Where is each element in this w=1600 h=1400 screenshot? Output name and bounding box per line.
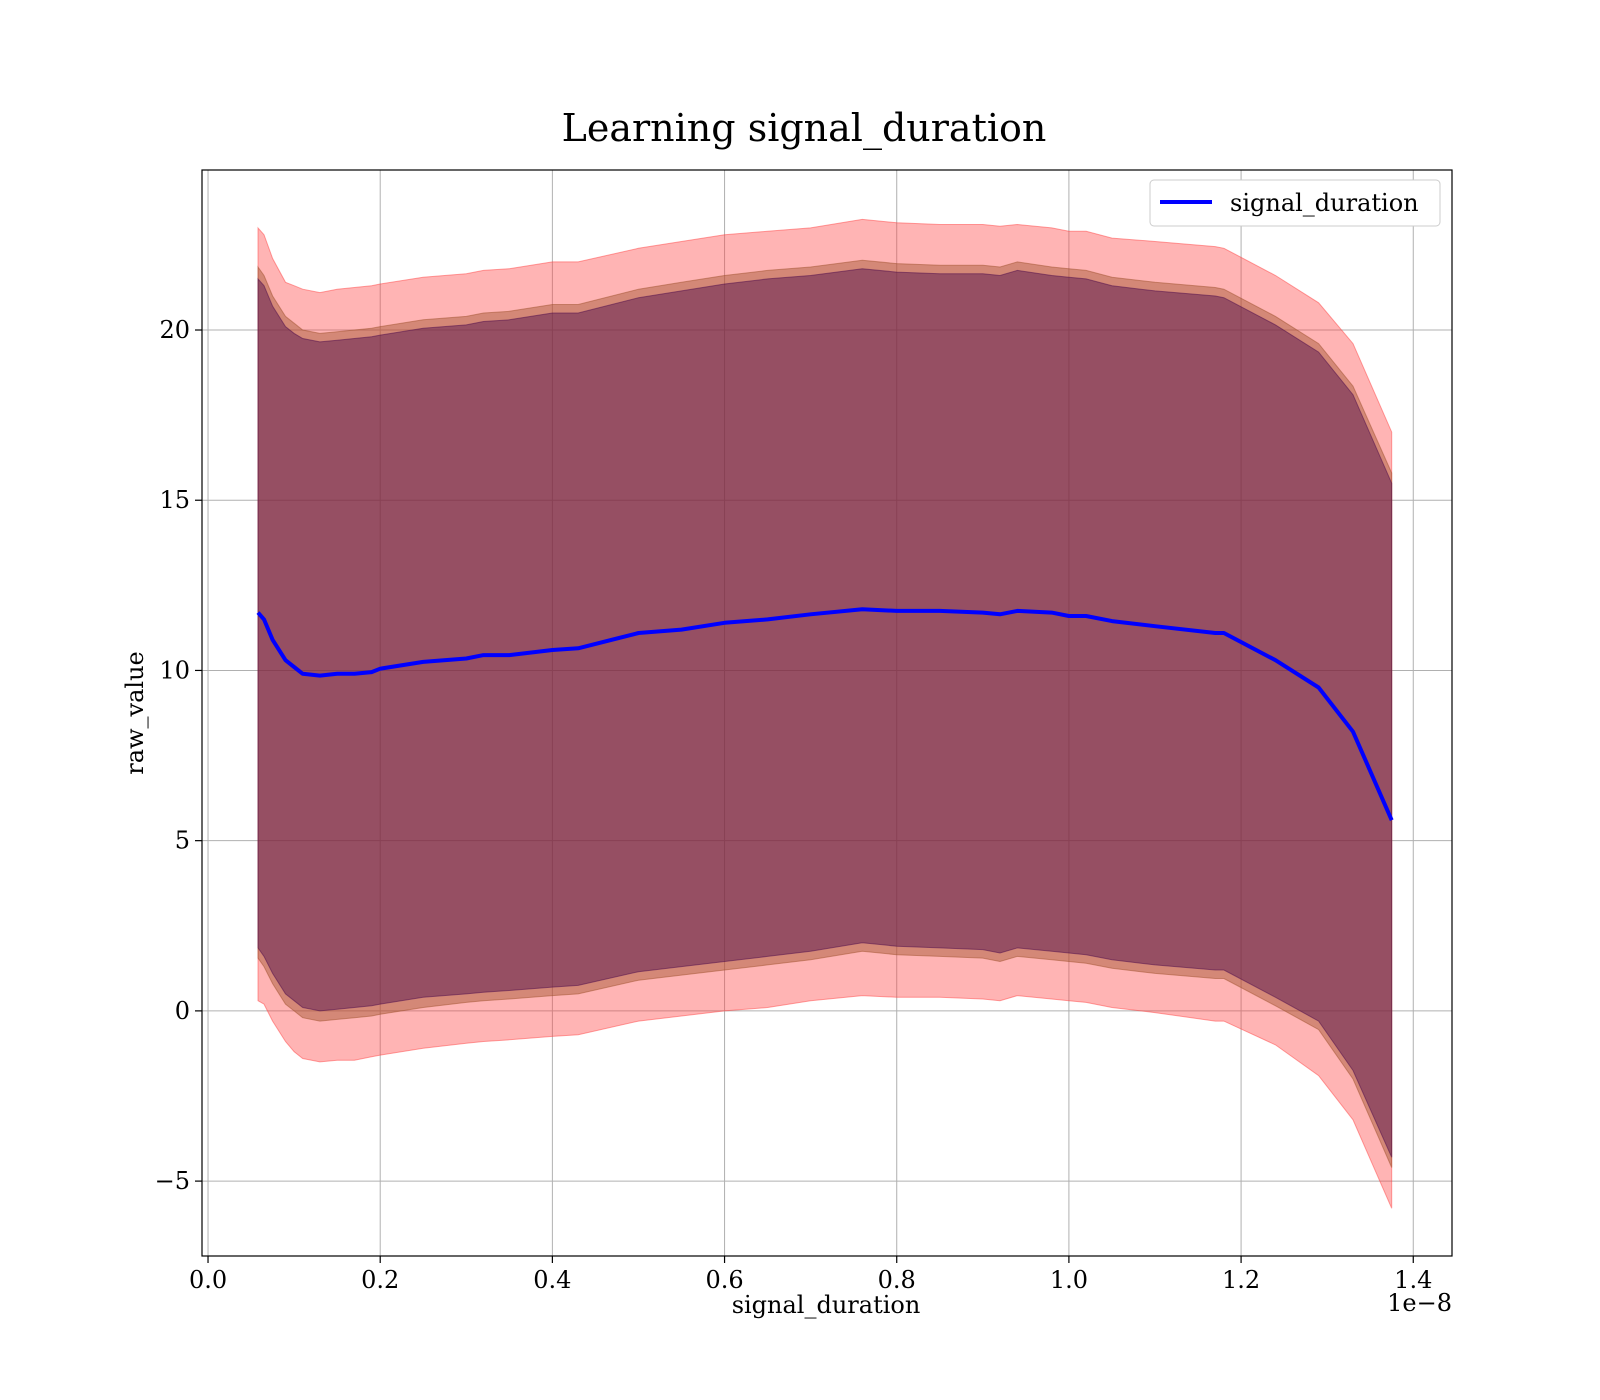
chart-title: Learning signal_duration	[562, 106, 1047, 151]
grid	[202, 170, 1452, 1256]
legend-label: signal_duration	[1230, 189, 1419, 217]
confidence-band	[257, 218, 1393, 1209]
x-tick-label: 1.2	[1222, 1266, 1260, 1294]
y-tick-label: 15	[159, 486, 190, 514]
y-tick-label: 0	[175, 997, 190, 1025]
legend-box	[1149, 179, 1441, 227]
confidence-band	[257, 268, 1393, 1158]
x-axis-ticks: 0.0 0.2 0.4 0.6 0.8 1.0 1.2 1.4	[189, 1256, 1432, 1294]
x-axis-offset-label: 1e−8	[1387, 1289, 1452, 1317]
x-tick-label: 0.0	[189, 1266, 227, 1294]
legend: signal_duration	[1149, 179, 1441, 227]
y-tick-label: 5	[175, 827, 190, 855]
x-tick-label: 0.6	[705, 1266, 743, 1294]
x-tick-label: 0.4	[533, 1266, 571, 1294]
confidence-band	[257, 259, 1393, 1168]
plot-frame	[201, 169, 1453, 1257]
confidence-bands	[257, 218, 1393, 1209]
series-line	[256, 607, 1394, 822]
x-tick-label: 1.0	[1050, 1266, 1088, 1294]
x-tick-label: 1.4	[1394, 1266, 1432, 1294]
x-tick-label: 0.2	[361, 1266, 399, 1294]
series-lines	[256, 607, 1394, 822]
y-tick-label: −5	[155, 1167, 190, 1195]
x-axis-label: signal_duration	[732, 1291, 921, 1319]
x-tick-label: 0.8	[878, 1266, 916, 1294]
y-axis-ticks: −5 0 5 10 15 20	[155, 316, 202, 1195]
y-tick-label: 20	[159, 316, 190, 344]
y-axis-label: raw_value	[121, 651, 149, 775]
y-tick-label: 10	[159, 656, 190, 684]
